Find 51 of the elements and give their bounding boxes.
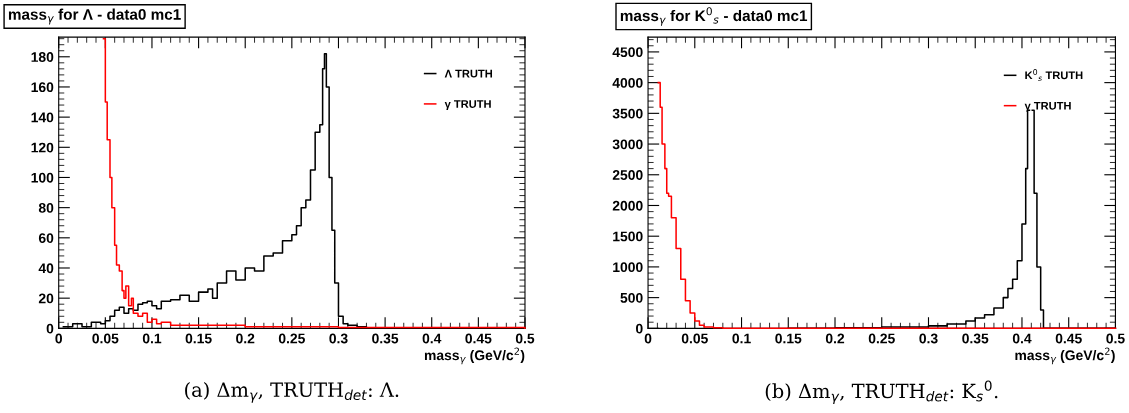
y-tick-label: 3500 [612, 108, 643, 119]
x-axis-title: mass$_{γ}$ (GeV/c$^{2}$) [424, 347, 525, 365]
x-tick-label: 0.45 [1055, 333, 1082, 344]
x-tick-label: 0.15 [185, 333, 212, 344]
y-tick-label: 0 [46, 323, 54, 334]
y-tick-label: 0 [636, 323, 643, 334]
x-tick-label: 0 [55, 333, 62, 344]
y-tick-label: 40 [38, 263, 54, 274]
x-tick-label: 0.15 [775, 333, 802, 344]
y-tick-label: 140 [31, 112, 54, 123]
x-tick-label: 0.2 [236, 333, 255, 344]
y-tick-label: 160 [31, 82, 54, 93]
x-tick-label: 0.35 [372, 333, 399, 344]
x-tick-label: 0.45 [465, 333, 492, 344]
y-tick-label: 1500 [613, 231, 643, 242]
x-tick-label: 0.4 [1012, 333, 1032, 344]
y-tick-label: 80 [38, 202, 54, 213]
x-tick-label: 0.05 [681, 333, 708, 344]
x-tick-label: 0 [644, 333, 652, 344]
y-tick-label: 3000 [612, 139, 643, 150]
x-axis-title: mass$_{γ}$ (GeV/c$^{2}$) [1015, 347, 1115, 365]
x-tick-label: 0.2 [825, 333, 845, 344]
x-tick-label: 0.25 [868, 333, 895, 344]
y-tick-label: 60 [38, 233, 54, 243]
legend-label: Λ TRUTH [444, 69, 493, 78]
y-tick-label: 500 [620, 292, 643, 303]
y-tick-label: 4500 [612, 47, 643, 58]
x-tick-label: 0.1 [732, 333, 751, 344]
x-tick-label: 0.5 [515, 333, 535, 344]
y-tick-label: 4000 [612, 77, 643, 88]
x-tick-label: 0.4 [422, 333, 442, 344]
legend-label: K$^{0}$$_{s}$ TRUTH [1025, 69, 1083, 82]
y-tick-label: 20 [38, 293, 54, 304]
text: (a) Δm$_{γ}$, TRUTH$_{det}$: Λ. [185, 381, 399, 403]
y-tick-label: 120 [31, 142, 54, 153]
y-tick-label: 1000 [613, 262, 643, 273]
y-tick-label: 2000 [612, 200, 643, 211]
x-tick-label: 0.25 [278, 333, 305, 344]
text: (b) Δm$_{γ}$, TRUTH$_{det}$: K$_{s}$$^{0}$. [765, 380, 998, 405]
y-tick-label: 100 [31, 172, 54, 183]
x-tick-label: 0.05 [92, 333, 119, 344]
x-tick-label: 0.3 [329, 333, 348, 344]
x-tick-label: 0.3 [919, 333, 938, 344]
y-tick-label: 2500 [612, 170, 643, 180]
x-tick-label: 0.35 [962, 333, 989, 344]
y-tick-label: 180 [31, 52, 54, 62]
x-tick-label: 0.1 [142, 333, 162, 344]
x-tick-label: 0.5 [1106, 333, 1125, 344]
legend-label: γ TRUTH [444, 100, 491, 111]
chart-title: mass$_{γ}$ for K$^{0}$$_{s}$ - data0 mc1 [620, 7, 808, 26]
chart-title: mass$_{γ}$ for Λ - data0 mc1 [8, 8, 181, 25]
